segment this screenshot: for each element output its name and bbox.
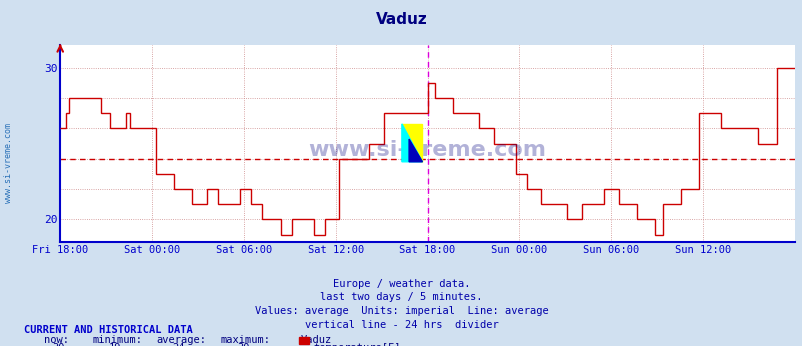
Text: Values: average  Units: imperial  Line: average: Values: average Units: imperial Line: av… bbox=[254, 306, 548, 316]
Text: 30: 30 bbox=[52, 343, 65, 346]
Text: 30: 30 bbox=[237, 343, 249, 346]
Text: temperature[F]: temperature[F] bbox=[313, 343, 400, 346]
Text: www.si-vreme.com: www.si-vreme.com bbox=[308, 139, 546, 160]
Text: Vaduz: Vaduz bbox=[301, 335, 332, 345]
Text: Europe / weather data.: Europe / weather data. bbox=[332, 279, 470, 289]
Text: CURRENT AND HISTORICAL DATA: CURRENT AND HISTORICAL DATA bbox=[24, 325, 192, 335]
Text: now:: now: bbox=[44, 335, 69, 345]
Text: vertical line - 24 hrs  divider: vertical line - 24 hrs divider bbox=[304, 320, 498, 330]
Text: maximum:: maximum: bbox=[221, 335, 270, 345]
Text: last two days / 5 minutes.: last two days / 5 minutes. bbox=[320, 292, 482, 302]
Text: 19: 19 bbox=[108, 343, 121, 346]
Text: minimum:: minimum: bbox=[92, 335, 142, 345]
Text: average:: average: bbox=[156, 335, 206, 345]
Polygon shape bbox=[408, 139, 422, 162]
Text: 24: 24 bbox=[172, 343, 185, 346]
Text: www.si-vreme.com: www.si-vreme.com bbox=[3, 122, 13, 203]
Text: Vaduz: Vaduz bbox=[375, 12, 427, 27]
Polygon shape bbox=[401, 124, 422, 162]
Polygon shape bbox=[401, 124, 422, 162]
